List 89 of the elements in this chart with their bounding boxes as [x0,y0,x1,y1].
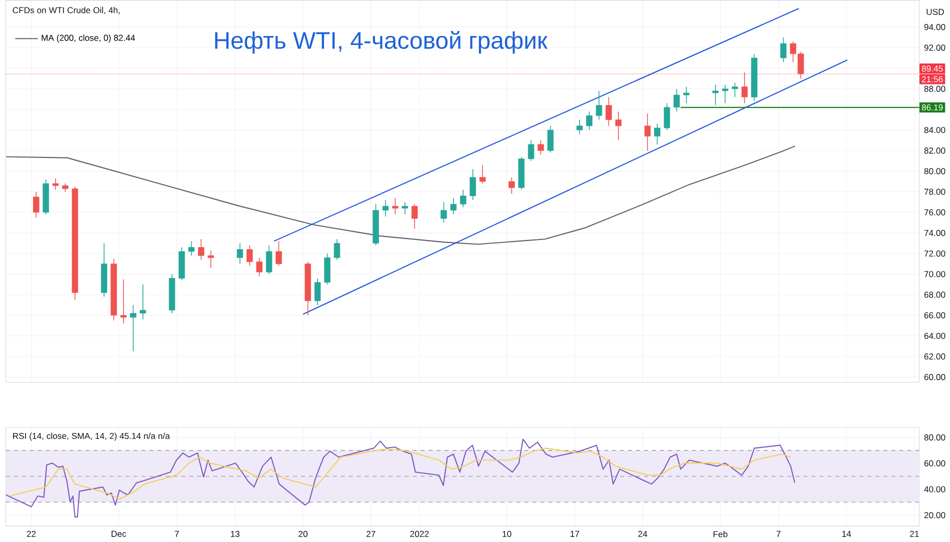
candlestick [586,111,592,131]
x-tick-label: 27 [366,531,376,538]
candlestick [683,86,690,104]
y-tick-label: 60.00 [924,460,946,467]
candlestick [188,240,195,256]
x-tick-label: 14 [842,531,852,537]
candlestick [382,200,389,218]
y-tick-label: 60.00 [924,374,946,380]
candlestick [712,84,719,106]
candlestick [780,37,786,63]
x-tick-label: 21 [910,531,919,538]
y-tick-label: 82.00 [924,148,946,154]
annotation: n/a n/a [144,432,170,440]
y-tick-label: 72.00 [924,250,946,257]
candlestick [266,245,272,275]
candlestick [236,243,244,264]
y-tick-label: 70.00 [924,271,946,278]
y-tick-label: 20.00 [924,512,946,518]
candlestick [576,119,583,135]
candlestick [412,204,418,230]
data-label: 86.19 [922,104,943,111]
candlestick [392,198,398,215]
y-tick-label: 62.00 [924,354,946,360]
x-tick-label: 10 [502,531,512,538]
candlestick [615,111,622,141]
y-tick-label: 94.00 [924,24,946,30]
candlestick [654,124,660,145]
line-series [9,448,792,500]
x-tick-label: Feb [714,531,728,538]
annotation: CFDs on WTI Crude Oil, 4h, [12,7,120,14]
text: RSI (14, close, SMA, 14, 2) [13,432,117,441]
candlestick [547,126,554,154]
candlestick [741,72,748,104]
y-tick-label: 64.00 [924,333,946,340]
x-tick-label: 2022 [410,531,429,538]
candlestick [450,198,457,215]
x-tick-label: Dec [112,531,126,538]
y-tick-label: 92.00 [924,44,946,51]
candlestick [33,192,40,218]
text: Нефть WTI, 4-часовой график [215,31,548,54]
text: 21:56 [922,76,943,82]
candlestick [508,177,515,194]
annotation: 45.14 [120,433,141,440]
y-tick-label: 80.00 [924,168,946,174]
x-tick-label: 22 [26,531,36,538]
x-tick-label: 24 [638,531,648,538]
candlestick [470,168,476,201]
y-tick-label: 78.00 [924,188,946,196]
candlestick [198,238,204,260]
candlestick [644,113,651,152]
candlestick [732,82,738,98]
candlestick [120,279,127,324]
line-series [6,146,796,245]
candlestick [246,245,253,266]
y-tick-label: 66.00 [924,312,946,319]
candlestick [130,304,136,352]
candlestick [440,202,447,224]
candlestick [596,90,602,120]
candlestick [208,250,214,269]
candlestick [52,178,59,190]
y-tick-label: 40.00 [924,486,946,492]
y-tick-label: 76.00 [924,209,946,216]
candlestick [722,84,728,104]
candlestick [334,238,340,260]
candlestick [276,240,282,266]
candlestick [538,140,544,156]
candlestick [674,88,680,112]
x-tick-label: 20 [298,531,308,538]
candlestick [256,257,262,277]
y-tick-label: 88.00 [924,86,946,92]
candlestick [314,278,321,306]
candlestick [140,284,146,320]
candlestick [606,96,612,126]
y-tick-label: 74.00 [924,230,946,236]
x-tick-label: 7 [776,531,780,537]
legend-label: MA (200, close, 0) 82.44 [42,34,135,43]
x-tick-label: 7 [174,531,179,537]
candlestick [460,189,466,208]
y-tick-label: 68.00 [924,292,946,298]
x-tick-label: 13 [230,531,240,538]
y-tick-label: 84.00 [924,127,946,134]
y-axis-title: USD [926,8,944,16]
y-tick-label: 80.00 [924,434,946,441]
ref-line-label: 89.45 [922,66,943,72]
candlestick [479,164,486,184]
candlestick [402,202,408,215]
candlestick [528,140,534,162]
candlestick [664,103,670,131]
x-tick-label: 17 [570,531,580,537]
